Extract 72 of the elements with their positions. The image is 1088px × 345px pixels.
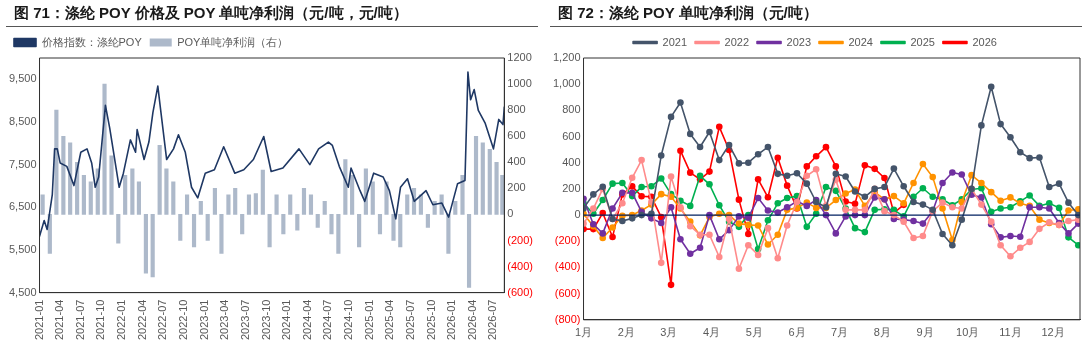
x-tick-label: 2022-10 — [176, 299, 189, 341]
x-tick-label: 10月 — [956, 326, 980, 339]
x-tick-label: 2023-01 — [197, 299, 210, 341]
chart-title: 图 71：涤纶 POY 价格及 POY 单吨净利润（元/吨，元/吨） — [6, 0, 538, 27]
y-tick-label: (400) — [554, 260, 581, 273]
y2-tick-label: (200) — [507, 233, 534, 246]
x-tick-label: 2024-04 — [300, 299, 313, 341]
chart-title: 图 72：涤纶 POY 单吨净利润（元/吨） — [550, 0, 1082, 27]
x-tick-label: 7月 — [831, 326, 849, 339]
x-tick-label: 2021-07 — [73, 299, 86, 341]
y2-tick-label: 800 — [507, 103, 526, 116]
x-tick-label: 2月 — [617, 326, 635, 339]
legend-label: 2023 — [786, 35, 812, 48]
y-tick-label: 0 — [574, 208, 581, 221]
x-tick-label: 2026-01 — [445, 299, 458, 341]
x-tick-label: 2023-04 — [218, 299, 231, 341]
x-tick-label: 2024-07 — [321, 299, 334, 341]
legend-label: POY单吨净利润（右） — [177, 35, 289, 48]
legend-label: 2026 — [972, 35, 997, 48]
y-tick-label: 1,200 — [553, 51, 581, 64]
x-tick-label: 2021-04 — [53, 299, 66, 341]
x-tick-label: 2025-04 — [383, 299, 396, 341]
y-tick-label: (200) — [554, 234, 581, 247]
x-tick-label: 2022-07 — [156, 299, 169, 341]
x-tick-label: 2023-07 — [238, 299, 251, 341]
y2-tick-label: 600 — [507, 129, 526, 142]
x-tick-label: 2022-04 — [135, 299, 148, 341]
legend-label: 2024 — [848, 35, 873, 48]
y-tick-label: 5,500 — [9, 243, 37, 255]
y-tick-label: 800 — [562, 103, 581, 116]
legend-label: 2025 — [910, 35, 935, 48]
y-tick-label: 7,500 — [9, 157, 37, 170]
x-tick-label: 5月 — [745, 326, 763, 339]
y-tick-label: 9,500 — [9, 72, 37, 85]
y2-tick-label: 1200 — [507, 51, 532, 64]
x-tick-label: 2021-01 — [32, 299, 45, 341]
y-tick-label: 200 — [562, 181, 581, 194]
y2-tick-label: 1000 — [507, 77, 532, 90]
y-tick-label: 600 — [562, 129, 581, 142]
x-tick-label: 2026-04 — [465, 299, 478, 341]
x-tick-label: 1月 — [574, 326, 593, 339]
x-tick-label: 2026-07 — [486, 299, 499, 341]
x-tick-label: 2021-10 — [94, 299, 107, 341]
x-tick-label: 2024-01 — [280, 299, 293, 341]
x-tick-label: 11月 — [999, 326, 1022, 339]
legend-label: 2021 — [662, 35, 688, 48]
x-tick-label: 4月 — [703, 326, 721, 339]
x-tick-label: 9月 — [916, 326, 934, 339]
y-tick-label: 8,500 — [9, 115, 37, 128]
x-tick-label: 2025-07 — [403, 299, 416, 341]
x-tick-label: 2024-10 — [342, 299, 355, 341]
legend-label: 价格指数：涤纶POY — [40, 35, 143, 48]
y-tick-label: (800) — [554, 312, 581, 325]
x-tick-label: 2023-10 — [259, 299, 272, 341]
x-tick-label: 12月 — [1041, 326, 1065, 339]
x-tick-label: 8月 — [873, 326, 891, 339]
x-tick-label: 2025-10 — [424, 299, 437, 341]
y2-tick-label: 0 — [507, 207, 514, 220]
y-tick-label: (600) — [554, 286, 581, 299]
x-tick-label: 2025-01 — [362, 299, 375, 341]
x-tick-label: 2022-01 — [115, 299, 128, 341]
x-tick-label: 6月 — [788, 326, 806, 339]
y2-tick-label: (400) — [507, 259, 534, 272]
x-tick-label: 3月 — [660, 326, 678, 339]
y2-tick-label: (600) — [507, 285, 534, 298]
y-tick-label: 4,500 — [9, 285, 37, 298]
y2-tick-label: 200 — [507, 181, 526, 194]
legend-label: 2022 — [724, 35, 750, 48]
y-tick-label: 1,000 — [553, 77, 581, 90]
y-tick-label: 6,500 — [9, 200, 37, 213]
y2-tick-label: 400 — [507, 155, 526, 168]
y-tick-label: 400 — [562, 155, 581, 168]
